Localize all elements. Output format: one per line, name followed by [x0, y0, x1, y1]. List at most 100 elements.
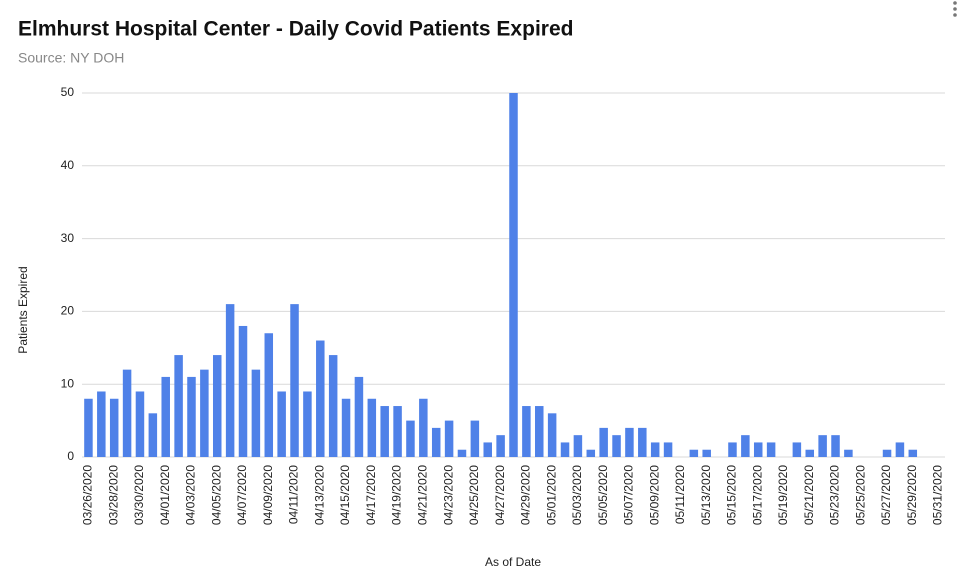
x-tick-label: 05/03/2020: [570, 465, 584, 525]
bar: [419, 398, 428, 457]
bar: [663, 442, 673, 457]
x-tick-label: 05/05/2020: [596, 465, 610, 525]
x-tick-label: 04/23/2020: [441, 465, 455, 525]
bar: [689, 449, 699, 457]
bar: [431, 427, 441, 457]
y-tick-label: 20: [61, 304, 75, 318]
x-tick-label: 05/11/2020: [673, 465, 687, 524]
x-tick-label: 04/11/2020: [287, 465, 301, 524]
bar: [264, 333, 274, 457]
bar: [341, 398, 351, 457]
x-tick-label: 04/01/2020: [158, 465, 172, 525]
x-tick-label: 05/29/2020: [905, 465, 919, 525]
x-tick-label: 05/31/2020: [931, 465, 945, 525]
bar: [406, 420, 415, 457]
x-tick-label: 05/21/2020: [802, 465, 816, 525]
bar: [638, 427, 647, 457]
bar: [573, 435, 583, 457]
x-tick-label: 04/27/2020: [493, 465, 507, 525]
y-tick-label: 50: [61, 85, 75, 99]
bar: [161, 376, 170, 457]
bar: [844, 449, 853, 457]
bar: [612, 435, 621, 457]
bar: [882, 449, 892, 457]
bar: [741, 435, 750, 457]
bar: [290, 304, 299, 457]
x-tick-label: 05/25/2020: [853, 465, 867, 525]
y-tick-label: 30: [61, 231, 75, 245]
bar: [496, 435, 505, 457]
x-tick-label: 04/05/2020: [209, 465, 223, 525]
bar: [818, 435, 827, 457]
bar: [444, 420, 454, 457]
bar: [354, 376, 364, 457]
x-tick-label: 03/28/2020: [106, 465, 120, 525]
bar: [303, 391, 312, 457]
bar: [895, 442, 905, 457]
bar: [831, 435, 840, 457]
bar: [908, 449, 918, 457]
x-tick-label: 04/17/2020: [364, 465, 378, 525]
x-tick-label: 04/03/2020: [184, 465, 198, 525]
x-tick-label: 04/15/2020: [338, 465, 352, 525]
menu-icon[interactable]: [953, 1, 957, 17]
y-tick-label: 10: [61, 376, 75, 390]
x-tick-label: 05/09/2020: [647, 465, 661, 525]
bar: [522, 406, 531, 457]
bar: [457, 449, 467, 457]
bar: [483, 442, 492, 457]
bar: [547, 413, 557, 457]
bar: [367, 398, 377, 457]
x-tick-label: 05/15/2020: [725, 465, 739, 525]
bar: [625, 427, 634, 457]
bar: [792, 442, 802, 457]
x-axis-title: As of Date: [485, 555, 541, 569]
bar: [251, 369, 261, 457]
x-tick-label: 03/30/2020: [132, 465, 146, 525]
bar: [328, 355, 338, 457]
bar: [805, 449, 815, 457]
bar: [702, 449, 711, 457]
x-tick-label: 04/21/2020: [416, 465, 430, 525]
bar: [225, 304, 235, 457]
x-tick-label: 04/13/2020: [312, 465, 326, 525]
bar: [316, 340, 325, 457]
bar: [84, 398, 93, 457]
x-tick-label: 05/07/2020: [622, 465, 636, 525]
chart-title: Elmhurst Hospital Center - Daily Covid P…: [18, 18, 573, 41]
y-tick-label: 40: [61, 158, 75, 172]
bar: [148, 413, 158, 457]
bar: [728, 442, 737, 457]
x-tick-label: 05/13/2020: [699, 465, 713, 525]
x-tick-label: 04/19/2020: [390, 465, 404, 525]
x-tick-label: 04/07/2020: [235, 465, 249, 525]
x-tick-label: 04/25/2020: [467, 465, 481, 525]
x-tick-label: 05/17/2020: [750, 465, 764, 525]
bar: [174, 355, 183, 457]
bar: [109, 398, 119, 457]
bar: [753, 442, 763, 457]
bar: [238, 325, 248, 457]
bar: [97, 391, 106, 457]
bar: [277, 391, 286, 457]
bar: [135, 391, 145, 457]
bar: [586, 449, 596, 457]
bar: [380, 406, 389, 457]
x-tick-label: 03/26/2020: [81, 465, 95, 525]
y-axis-title: Patients Expired: [16, 266, 30, 353]
bar: [766, 442, 776, 457]
x-tick-label: 05/23/2020: [828, 465, 842, 525]
bar: [509, 93, 518, 457]
bar: [560, 442, 570, 457]
y-tick-label: 0: [67, 449, 74, 463]
x-tick-label: 05/19/2020: [776, 465, 790, 525]
x-tick-label: 05/27/2020: [879, 465, 893, 525]
bar: [393, 406, 402, 457]
bar: [470, 420, 480, 457]
x-tick-label: 05/01/2020: [544, 465, 558, 525]
bar: [650, 442, 660, 457]
chart-subtitle: Source: NY DOH: [18, 50, 124, 66]
bar: [200, 369, 209, 457]
x-tick-label: 04/29/2020: [519, 465, 533, 525]
